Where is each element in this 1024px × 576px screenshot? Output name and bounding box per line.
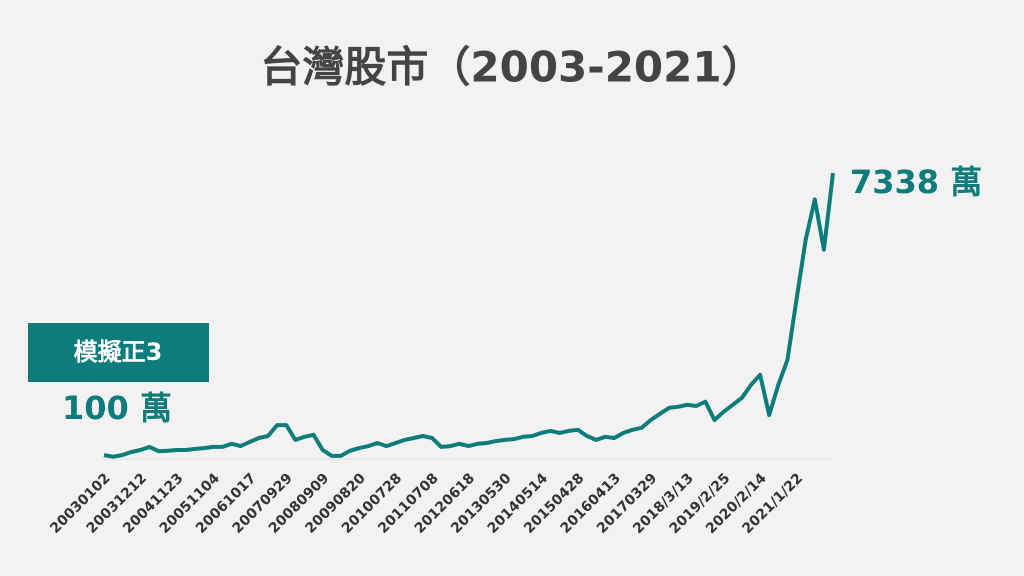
annotation-label: 模擬正3 [74,338,163,366]
line [103,172,835,459]
end-value-label: 7338 萬 [850,163,982,201]
chart-title: 台灣股市（2003-2021） [260,43,763,92]
start-value-label: 100 萬 [62,389,172,427]
annotation-box [28,323,209,382]
